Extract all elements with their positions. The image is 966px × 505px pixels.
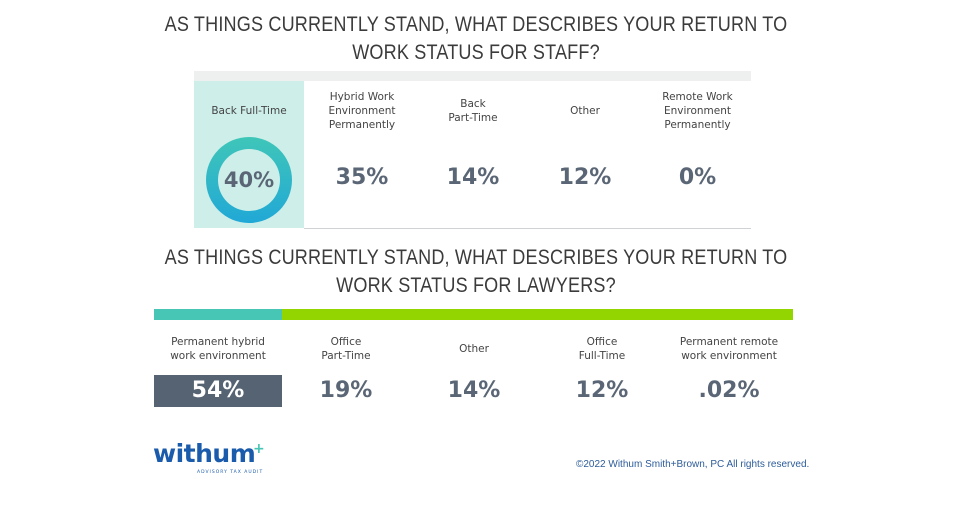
staff-title-line1: AS THINGS CURRENTLY STAND, WHAT DESCRIBE…	[164, 13, 788, 36]
staff-results-panel: Back Full-Time 40% Hybrid Work Environme…	[194, 71, 751, 229]
lawyers-item-label: Office Part-Time	[321, 336, 371, 362]
logo-wordmark: withum	[153, 439, 256, 468]
staff-item-label: Remote Work Environment Permanently	[662, 91, 733, 131]
staff-item-hybrid: Hybrid Work Environment Permanently 35%	[304, 81, 420, 228]
lawyers-item-label: Other	[459, 343, 489, 355]
staff-item-value: 35%	[335, 165, 389, 190]
lawyers-item-office-full-time: Office Full-Time 12%	[538, 330, 666, 408]
staff-item-value: 14%	[446, 165, 500, 190]
lawyers-item-label: Permanent hybrid work environment	[170, 336, 266, 362]
staff-top-bar	[194, 71, 751, 81]
copyright-notice: ©2022 Withum Smith+Brown, PC All rights …	[576, 459, 810, 470]
staff-title-line2: WORK STATUS FOR STAFF?	[352, 41, 600, 64]
lawyers-question-title: AS THINGS CURRENTLY STAND, WHAT DESCRIBE…	[67, 244, 886, 300]
staff-item-label: Hybrid Work Environment Permanently	[328, 91, 396, 131]
lawyers-item-value: 54%	[154, 375, 282, 407]
lawyers-item-permanent-remote: Permanent remote work environment .02%	[664, 330, 794, 408]
lawyers-item-value: .02%	[698, 378, 760, 403]
staff-question-title: AS THINGS CURRENTLY STAND, WHAT DESCRIBE…	[67, 11, 886, 67]
lawyers-bar-green-segment	[282, 309, 793, 320]
staff-item-value: 12%	[558, 165, 612, 190]
plus-icon: +	[253, 441, 265, 457]
lawyers-bar-teal-segment	[154, 309, 282, 320]
withum-logo: withum + ADVISORY TAX AUDIT	[153, 439, 265, 476]
staff-item-back-full-time: Back Full-Time 40%	[194, 81, 304, 228]
donut-ring-icon: 40%	[206, 137, 292, 223]
lawyers-title-line1: AS THINGS CURRENTLY STAND, WHAT DESCRIBE…	[164, 246, 788, 269]
staff-item-label: Back Part-Time	[448, 98, 498, 124]
staff-item-other: Other 12%	[526, 81, 644, 228]
staff-item-value: 0%	[678, 165, 717, 190]
lawyers-item-label: Office Full-Time	[578, 336, 626, 362]
staff-item-label: Other	[570, 105, 600, 117]
staff-item-remote: Remote Work Environment Permanently 0%	[644, 81, 751, 228]
lawyers-item-value: 12%	[575, 378, 629, 403]
lawyers-item-office-part-time: Office Part-Time 19%	[282, 330, 410, 408]
staff-bottom-divider	[304, 228, 751, 229]
lawyers-item-label: Permanent remote work environment	[679, 336, 779, 362]
staff-item-value: 40%	[218, 149, 280, 211]
lawyers-item-value: 19%	[319, 378, 373, 403]
lawyers-item-value: 14%	[447, 378, 501, 403]
lawyers-item-other: Other 14%	[410, 330, 538, 408]
lawyers-item-permanent-hybrid: Permanent hybrid work environment 54%	[154, 330, 282, 408]
staff-item-label: Back Full-Time	[211, 105, 287, 117]
staff-item-back-part-time: Back Part-Time 14%	[420, 81, 526, 228]
logo-tagline: ADVISORY TAX AUDIT	[197, 470, 264, 475]
lawyers-title-line2: WORK STATUS FOR LAWYERS?	[336, 274, 616, 297]
